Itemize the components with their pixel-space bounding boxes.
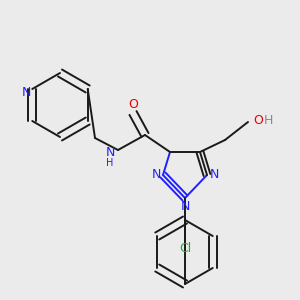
Text: N: N [105,146,115,158]
Text: N: N [151,169,161,182]
Text: N: N [22,86,31,100]
Text: H: H [264,115,273,128]
Text: O: O [128,98,138,112]
Text: N: N [180,200,190,212]
Text: N: N [209,169,219,182]
Text: Cl: Cl [179,242,191,254]
Text: O: O [253,115,263,128]
Text: H: H [106,158,114,168]
